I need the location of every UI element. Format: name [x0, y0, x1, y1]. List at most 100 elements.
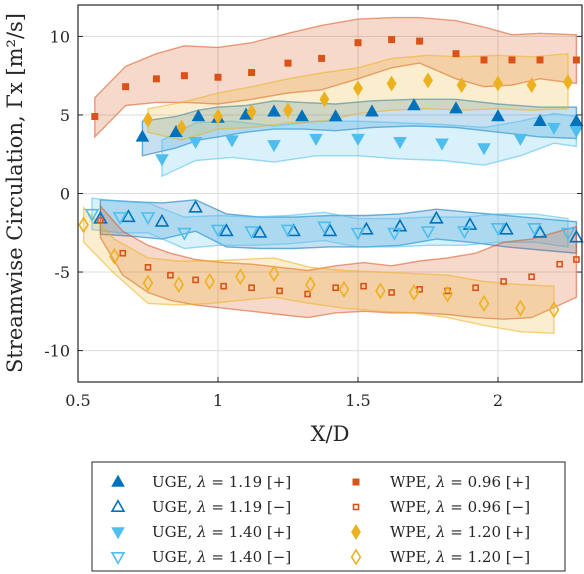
- legend-entry-label: WPE,: [390, 523, 436, 541]
- legend-entry-label: UGE,: [152, 523, 197, 541]
- legend-lambda-value: = 1.19 [+]: [207, 473, 292, 491]
- point-series-4: [214, 73, 222, 81]
- legend-entry-5: WPE, λ = 0.96 [−]: [390, 498, 530, 516]
- point-series-6: [283, 102, 293, 119]
- point-series-3: [84, 208, 100, 222]
- point-series-2: [547, 122, 561, 135]
- legend-lambda-value: = 1.20 [+]: [446, 523, 531, 541]
- legend-lambda-symbol: λ: [435, 473, 446, 491]
- y-tick-label: -5: [54, 263, 70, 282]
- legend-marker-2: [111, 527, 125, 540]
- point-series-1: [322, 223, 338, 237]
- point-series-0: [407, 98, 421, 111]
- point-series-1: [569, 229, 584, 243]
- point-series-0: [569, 113, 584, 126]
- point-series-2: [513, 133, 528, 146]
- point-series-5: [332, 284, 339, 292]
- legend-marker-6: [351, 524, 361, 540]
- legend-lambda-value: = 1.19 [−]: [207, 498, 292, 516]
- point-series-3: [177, 227, 192, 241]
- point-series-6: [456, 77, 467, 94]
- point-series-4: [180, 72, 188, 80]
- point-series-3: [140, 212, 156, 225]
- point-series-4: [480, 56, 488, 64]
- point-series-6: [526, 77, 537, 94]
- point-series-3: [280, 224, 296, 238]
- legend-marker-1: [110, 499, 126, 513]
- point-series-0: [328, 109, 343, 122]
- point-series-0: [533, 113, 547, 126]
- data-markers: [78, 36, 584, 319]
- point-series-3: [457, 226, 472, 240]
- legend-entry-7: WPE, λ = 1.20 [−]: [390, 548, 530, 566]
- point-series-6: [246, 103, 257, 120]
- legend-entry-3: UGE, λ = 1.40 [−]: [152, 548, 291, 566]
- point-series-0: [295, 109, 309, 122]
- point-series-0: [365, 104, 379, 117]
- point-series-5: [573, 256, 580, 263]
- legend-marker-3: [110, 551, 126, 565]
- band-series-5: [99, 204, 578, 320]
- legend-entry-0: UGE, λ = 1.19 [+]: [152, 473, 291, 491]
- point-series-0: [191, 109, 206, 122]
- point-series-6: [563, 74, 573, 90]
- point-series-0: [267, 104, 281, 117]
- point-series-7: [478, 294, 490, 312]
- point-series-2: [155, 154, 169, 167]
- point-series-6: [493, 75, 503, 92]
- legend-entry-label: WPE,: [390, 498, 436, 516]
- point-series-6: [176, 119, 187, 136]
- point-series-6: [143, 111, 153, 128]
- point-series-5: [276, 287, 283, 295]
- point-series-5: [528, 273, 535, 281]
- point-series-3: [112, 212, 128, 225]
- y-tick-label: 5: [60, 106, 70, 125]
- legend-lambda-value: = 1.40 [+]: [207, 523, 292, 541]
- point-series-4: [91, 113, 99, 121]
- point-series-1: [532, 224, 548, 238]
- point-series-2: [351, 133, 365, 146]
- point-series-4: [122, 83, 130, 91]
- point-series-5: [192, 276, 199, 284]
- point-series-4: [536, 56, 544, 64]
- legend-entry-2: UGE, λ = 1.40 [+]: [152, 523, 291, 541]
- point-series-4: [416, 37, 424, 45]
- point-series-1: [121, 209, 136, 223]
- legend-lambda-value: = 0.96 [−]: [446, 498, 531, 516]
- legend-lambda-symbol: λ: [435, 548, 446, 566]
- point-series-3: [317, 221, 332, 235]
- point-series-4: [508, 56, 516, 64]
- legend-lambda-symbol: λ: [435, 498, 446, 516]
- point-series-1: [219, 223, 234, 237]
- point-series-5: [144, 264, 152, 271]
- legend-lambda-value: = 1.20 [−]: [446, 548, 531, 566]
- point-series-7: [78, 216, 89, 234]
- point-series-3: [244, 226, 259, 240]
- legend-entry-1: UGE, λ = 1.19 [−]: [152, 498, 291, 516]
- point-series-5: [220, 282, 227, 290]
- point-series-2: [569, 125, 584, 138]
- point-series-7: [442, 285, 453, 303]
- point-series-3: [387, 227, 402, 241]
- point-series-2: [309, 133, 323, 146]
- x-tick-label: 0.5: [65, 391, 90, 410]
- legend-marker-5: [352, 503, 360, 511]
- y-tick-label: 0: [60, 185, 70, 204]
- legend-lambda-symbol: λ: [435, 523, 446, 541]
- legend-entry-label: UGE,: [152, 473, 197, 491]
- point-series-7: [408, 283, 420, 301]
- point-series-4: [248, 69, 256, 77]
- point-series-4: [572, 56, 580, 64]
- band-series-4: [94, 16, 578, 139]
- legend-lambda-symbol: λ: [196, 548, 207, 566]
- point-series-5: [556, 260, 563, 268]
- point-series-7: [305, 276, 316, 294]
- point-series-6: [319, 91, 330, 108]
- point-series-3: [420, 226, 436, 240]
- point-series-1: [499, 221, 514, 235]
- x-tick-label: 1.5: [345, 391, 370, 410]
- axis-ticks: 0.5 1 1.5 2 10 5 0 -5 -10: [44, 5, 582, 410]
- point-series-0: [449, 101, 463, 114]
- point-series-7: [173, 276, 185, 294]
- point-series-7: [235, 268, 246, 286]
